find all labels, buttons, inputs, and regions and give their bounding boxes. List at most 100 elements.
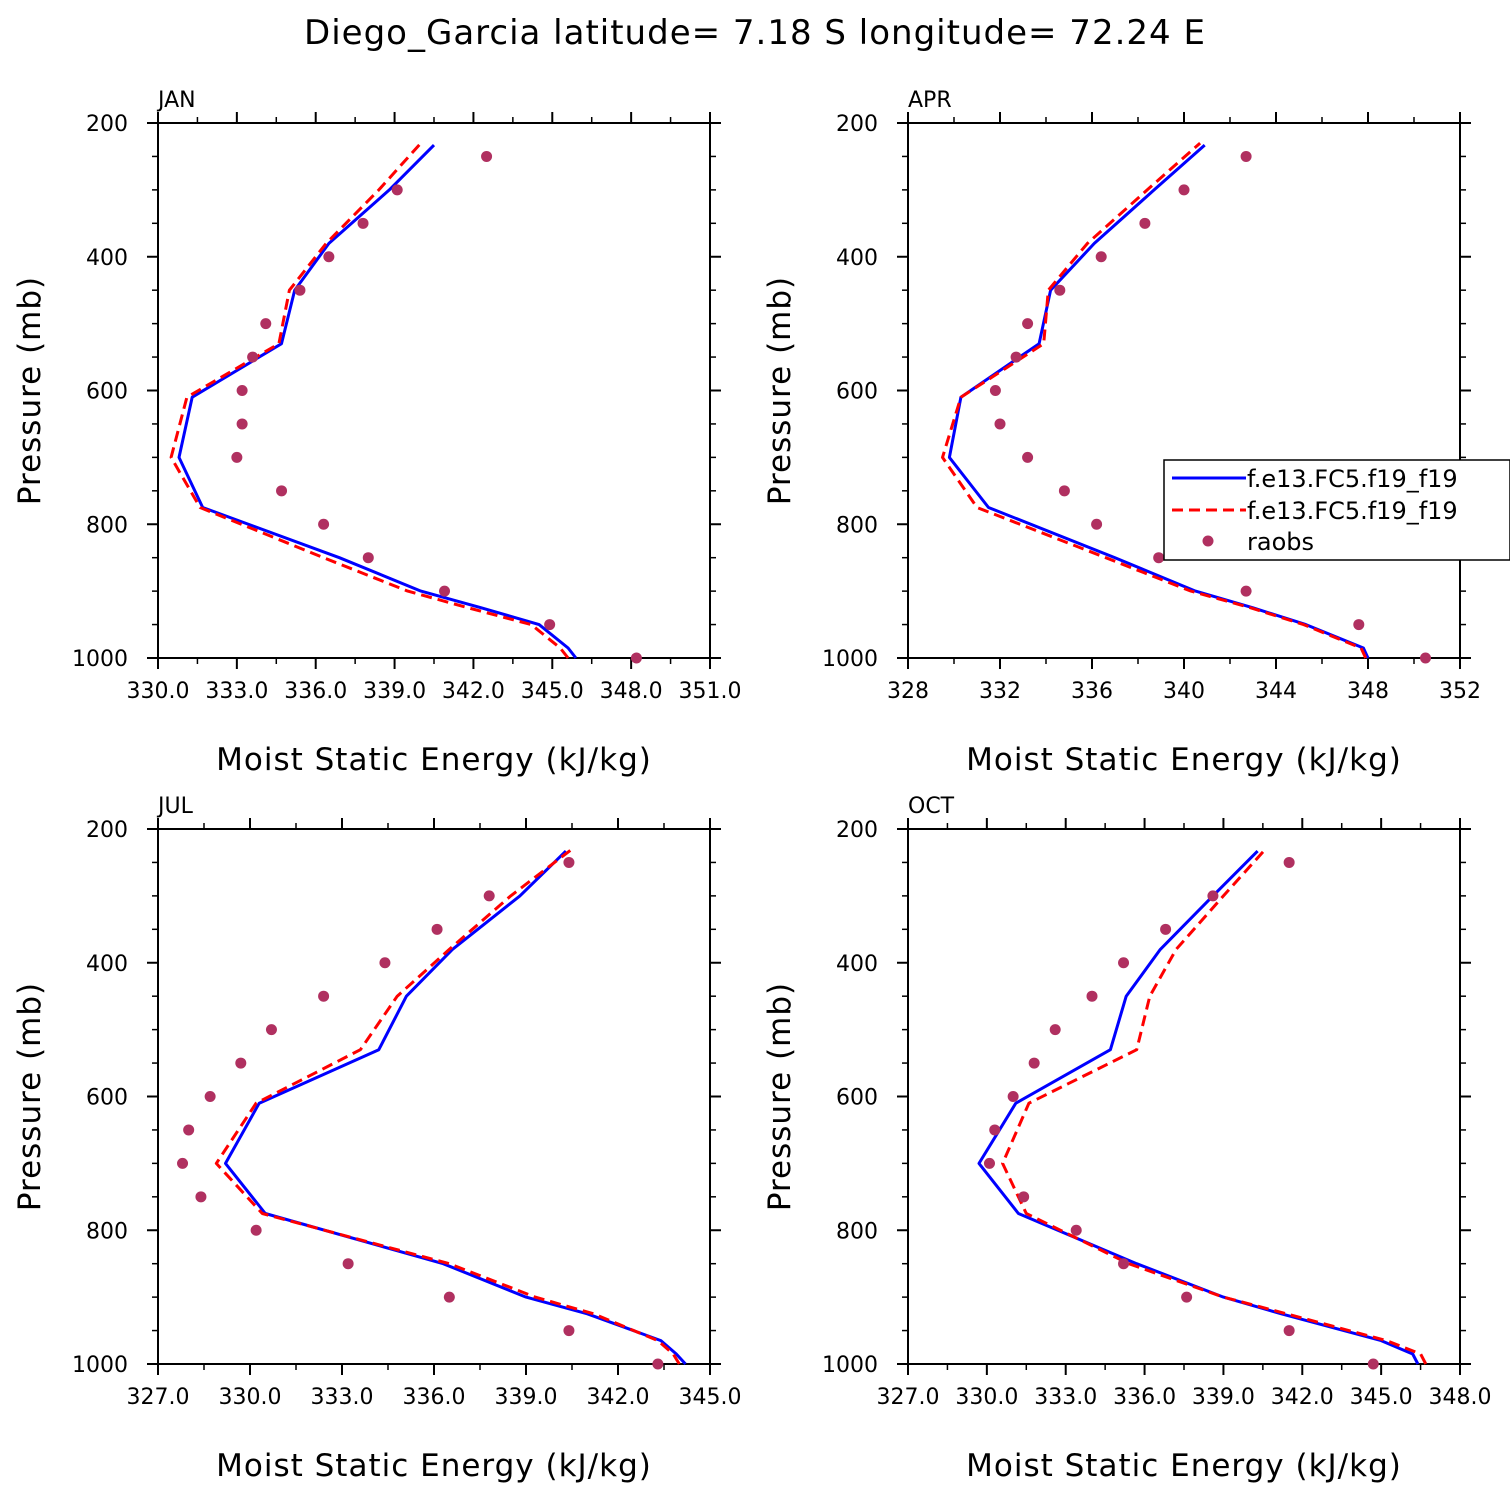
- raobs-point: [1018, 1191, 1030, 1203]
- y-tick-label: 800: [836, 513, 878, 538]
- raobs-point: [1022, 451, 1034, 463]
- raobs-point: [250, 1224, 262, 1236]
- raobs-point: [318, 518, 330, 530]
- raobs-point: [1118, 1258, 1130, 1270]
- raobs-point: [318, 990, 330, 1002]
- raobs-point: [544, 619, 556, 631]
- x-tick-label: 330.0: [219, 1385, 282, 1410]
- model-line-solid: [177, 144, 578, 659]
- raobs-point: [983, 1157, 995, 1169]
- y-tick-label: 1000: [822, 1353, 878, 1378]
- x-tick-label: 333.0: [205, 679, 268, 704]
- x-tick-label: 339.0: [495, 1385, 558, 1410]
- y-axis-label: Pressure (mb): [12, 276, 48, 505]
- x-tick-label: 348: [1347, 679, 1389, 704]
- x-tick-label: 345.0: [679, 1385, 742, 1410]
- x-tick-label: 339.0: [363, 679, 426, 704]
- raobs-point: [1022, 318, 1034, 330]
- raobs-point: [563, 856, 575, 868]
- raobs-point: [357, 217, 369, 229]
- x-tick-label: 336.0: [284, 679, 347, 704]
- raobs-point: [183, 1124, 195, 1136]
- raobs-point: [1049, 1024, 1061, 1036]
- raobs-point: [443, 1291, 455, 1303]
- x-tick-label: 340: [1163, 679, 1205, 704]
- raobs-point: [1086, 990, 1098, 1002]
- y-tick-label: 400: [86, 952, 128, 977]
- panel-jul: JUL 327.0 330.0 333.0 336.0 339.0 342.0 345.0 20…: [12, 794, 741, 1484]
- x-tick-label: 342.0: [587, 1385, 650, 1410]
- raobs-point: [1181, 1291, 1193, 1303]
- y-tick-label: 1000: [72, 1353, 128, 1378]
- model-line-dashed: [214, 847, 681, 1365]
- panel-jan: JAN 330.0 333.0 336.0 339.0 342.0 345.0 348.0 35…: [12, 88, 741, 778]
- x-tick-label: 330.0: [955, 1385, 1018, 1410]
- x-tick-label: 348.0: [600, 679, 663, 704]
- raobs-point: [204, 1091, 216, 1102]
- x-tick-label: 345.0: [521, 679, 584, 704]
- x-tick-label: 344: [1255, 679, 1297, 704]
- legend-raobs-marker: [1202, 535, 1214, 547]
- y-tick-label: 1000: [72, 647, 128, 672]
- panel-title: APR: [908, 88, 952, 113]
- y-tick-label: 600: [86, 380, 128, 405]
- x-tick-label: 345.0: [1350, 1385, 1413, 1410]
- raobs-point: [260, 318, 272, 330]
- x-tick-label: 351.0: [679, 679, 742, 704]
- x-tick-label: 332: [979, 679, 1021, 704]
- legend-entry-label: f.e13.FC5.f19_f19: [1247, 497, 1458, 525]
- x-tick-label: 342.0: [1271, 1385, 1334, 1410]
- raobs-point: [1283, 1325, 1295, 1337]
- raobs-point: [1028, 1057, 1040, 1069]
- raobs-point: [989, 385, 1001, 396]
- panel-oct: OCT 327.0 330.0 333.0 336.0 339.0 342.0 345.0 34…: [762, 794, 1491, 1484]
- raobs-point: [652, 1358, 664, 1370]
- raobs-point: [1007, 1091, 1019, 1102]
- raobs-point: [342, 1258, 354, 1270]
- raobs-point: [1139, 217, 1151, 229]
- raobs-point: [1160, 923, 1172, 935]
- y-axis-label: Pressure (mb): [762, 276, 798, 505]
- model-line-solid: [947, 143, 1370, 659]
- raobs-point: [1058, 485, 1070, 497]
- x-tick-label: 328: [887, 679, 929, 704]
- x-tick-label: 330.0: [127, 679, 190, 704]
- y-axis-label: Pressure (mb): [762, 982, 798, 1211]
- x-tick-label: 342.0: [442, 679, 505, 704]
- raobs-point: [391, 184, 403, 196]
- plot-frame: [157, 828, 711, 1365]
- raobs-point: [1283, 856, 1295, 868]
- legend-entry-label: raobs: [1247, 528, 1314, 556]
- x-tick-label: 348.0: [1429, 1385, 1492, 1410]
- x-axis-label: Moist Static Energy (kJ/kg): [216, 1448, 652, 1484]
- model-line-solid: [224, 850, 687, 1366]
- model-line-dashed: [941, 141, 1368, 659]
- y-tick-label: 600: [836, 380, 878, 405]
- y-tick-label: 600: [86, 1086, 128, 1111]
- raobs-point: [630, 652, 642, 664]
- raobs-point: [1010, 351, 1022, 363]
- raobs-point: [1367, 1358, 1379, 1370]
- raobs-point: [1240, 150, 1252, 162]
- raobs-point: [294, 284, 306, 296]
- raobs-point: [1420, 652, 1431, 664]
- x-tick-label: 352: [1439, 679, 1481, 704]
- x-axis-label: Moist Static Energy (kJ/kg): [966, 742, 1402, 778]
- raobs-point: [236, 418, 248, 430]
- raobs-point: [231, 451, 243, 463]
- panel-apr: APR 328 332 336 340 344 348 352 200 400 600 800 1000…: [762, 88, 1481, 778]
- x-tick-label: 327.0: [877, 1385, 940, 1410]
- raobs-point: [235, 1057, 247, 1069]
- raobs-point: [1095, 251, 1107, 263]
- raobs-point: [1091, 518, 1103, 530]
- raobs-point: [362, 552, 374, 564]
- figure-title: Diego_Garcia latitude= 7.18 S longitude=…: [304, 13, 1206, 53]
- raobs-point: [276, 485, 288, 497]
- x-tick-label: 336: [1071, 679, 1113, 704]
- raobs-point: [1240, 585, 1252, 597]
- raobs-point: [1178, 184, 1190, 196]
- y-tick-label: 200: [836, 112, 878, 137]
- x-tick-label: 333.0: [1034, 1385, 1097, 1410]
